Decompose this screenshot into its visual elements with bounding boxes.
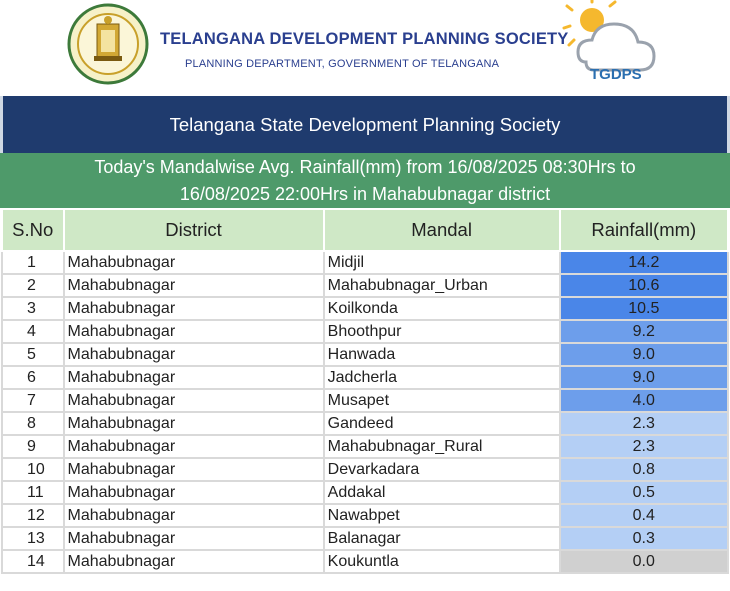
cell-mandal: Bhoothpur (322, 319, 561, 344)
cell-rainfall: 0.8 (558, 457, 730, 482)
cell-rainfall: 10.6 (558, 273, 730, 298)
cell-sno: 4 (1, 319, 65, 344)
cell-district: Mahabubnagar (62, 434, 325, 459)
cell-mandal: Hanwada (322, 342, 561, 367)
rainfall-table: S.No District Mandal Rainfall(mm) 1 Mahab… (1, 208, 730, 574)
report-subtitle: Today's Mandalwise Avg. Rainfall(mm) fro… (0, 153, 730, 208)
cell-mandal: Addakal (322, 480, 561, 505)
page-title: Telangana State Development Planning Soc… (0, 96, 730, 153)
cell-rainfall: 2.3 (558, 434, 730, 459)
cell-rainfall: 9.2 (558, 319, 730, 344)
cell-district: Mahabubnagar (62, 411, 325, 436)
cell-rainfall: 10.5 (558, 296, 730, 321)
cell-district: Mahabubnagar (62, 457, 325, 482)
header-rainfall: Rainfall(mm) (558, 208, 730, 252)
table-row: 11 Mahabubnagar Addakal 0.5 (1, 480, 730, 505)
cell-mandal: Mahabubnagar_Rural (322, 434, 561, 459)
cell-mandal: Mahabubnagar_Urban (322, 273, 561, 298)
cell-district: Mahabubnagar (62, 526, 325, 551)
cell-district: Mahabubnagar (62, 273, 325, 298)
table-row: 3 Mahabubnagar Koilkonda 10.5 (1, 296, 730, 321)
table-row: 4 Mahabubnagar Bhoothpur 9.2 (1, 319, 730, 344)
cell-rainfall: 0.5 (558, 480, 730, 505)
table-row: 7 Mahabubnagar Musapet 4.0 (1, 388, 730, 413)
cell-rainfall: 2.3 (558, 411, 730, 436)
cell-district: Mahabubnagar (62, 388, 325, 413)
cell-sno: 10 (1, 457, 65, 482)
cell-mandal: Balanagar (322, 526, 561, 551)
cell-district: Mahabubnagar (62, 250, 325, 275)
cell-mandal: Devarkadara (322, 457, 561, 482)
cell-district: Mahabubnagar (62, 342, 325, 367)
report-subtitle-line-1: Today's Mandalwise Avg. Rainfall(mm) fro… (94, 157, 636, 177)
cell-rainfall: 0.4 (558, 503, 730, 528)
telangana-emblem-icon (67, 3, 149, 85)
cell-mandal: Koilkonda (322, 296, 561, 321)
cell-sno: 12 (1, 503, 65, 528)
cell-mandal: Nawabpet (322, 503, 561, 528)
cell-mandal: Gandeed (322, 411, 561, 436)
cell-district: Mahabubnagar (62, 365, 325, 390)
table-row: 5 Mahabubnagar Hanwada 9.0 (1, 342, 730, 367)
table-body: 1 Mahabubnagar Midjil 14.2 2 Mahabubnagar Maha… (1, 250, 730, 574)
cell-sno: 11 (1, 480, 65, 505)
table-row: 10 Mahabubnagar Devarkadara 0.8 (1, 457, 730, 482)
cell-rainfall: 0.3 (558, 526, 730, 551)
cell-rainfall: 0.0 (558, 549, 730, 574)
table-row: 8 Mahabubnagar Gandeed 2.3 (1, 411, 730, 436)
cell-mandal: Jadcherla (322, 365, 561, 390)
cell-sno: 14 (1, 549, 65, 574)
header-district: District (62, 208, 325, 252)
header-mandal: Mandal (322, 208, 561, 252)
table-row: 1 Mahabubnagar Midjil 14.2 (1, 250, 730, 275)
cell-sno: 6 (1, 365, 65, 390)
cell-sno: 9 (1, 434, 65, 459)
cell-district: Mahabubnagar (62, 480, 325, 505)
table-header-row: S.No District Mandal Rainfall(mm) (1, 208, 730, 252)
table-row: 9 Mahabubnagar Mahabubnagar_Rural 2.3 (1, 434, 730, 459)
table-row: 12 Mahabubnagar Nawabpet 0.4 (1, 503, 730, 528)
cell-sno: 2 (1, 273, 65, 298)
cell-rainfall: 4.0 (558, 388, 730, 413)
report-subtitle-line-2: 16/08/2025 22:00Hrs in Mahabubnagar dist… (179, 184, 551, 204)
cell-district: Mahabubnagar (62, 296, 325, 321)
cell-rainfall: 14.2 (558, 250, 730, 275)
table-row: 14 Mahabubnagar Koukuntla 0.0 (1, 549, 730, 574)
cell-district: Mahabubnagar (62, 503, 325, 528)
table-row: 6 Mahabubnagar Jadcherla 9.0 (1, 365, 730, 390)
cell-rainfall: 9.0 (558, 342, 730, 367)
org-title: TELANGANA DEVELOPMENT PLANNING SOCIETY (160, 30, 569, 48)
tgdps-logo-text: TGDPS (590, 66, 642, 83)
cell-sno: 7 (1, 388, 65, 413)
cell-district: Mahabubnagar (62, 319, 325, 344)
table-row: 13 Mahabubnagar Balanagar 0.3 (1, 526, 730, 551)
org-subtitle: PLANNING DEPARTMENT, GOVERNMENT OF TELAN… (185, 58, 500, 70)
cell-sno: 1 (1, 250, 65, 275)
page-header: TELANGANA DEVELOPMENT PLANNING SOCIETY P… (0, 0, 730, 96)
cell-district: Mahabubnagar (62, 549, 325, 574)
cell-sno: 5 (1, 342, 65, 367)
cell-sno: 13 (1, 526, 65, 551)
weather-sun-cloud-icon (562, 0, 656, 72)
cell-rainfall: 9.0 (558, 365, 730, 390)
cell-sno: 3 (1, 296, 65, 321)
cell-mandal: Midjil (322, 250, 561, 275)
cell-sno: 8 (1, 411, 65, 436)
header-sno: S.No (1, 208, 65, 252)
table-row: 2 Mahabubnagar Mahabubnagar_Urban 10.6 (1, 273, 730, 298)
cell-mandal: Koukuntla (322, 549, 561, 574)
cell-mandal: Musapet (322, 388, 561, 413)
